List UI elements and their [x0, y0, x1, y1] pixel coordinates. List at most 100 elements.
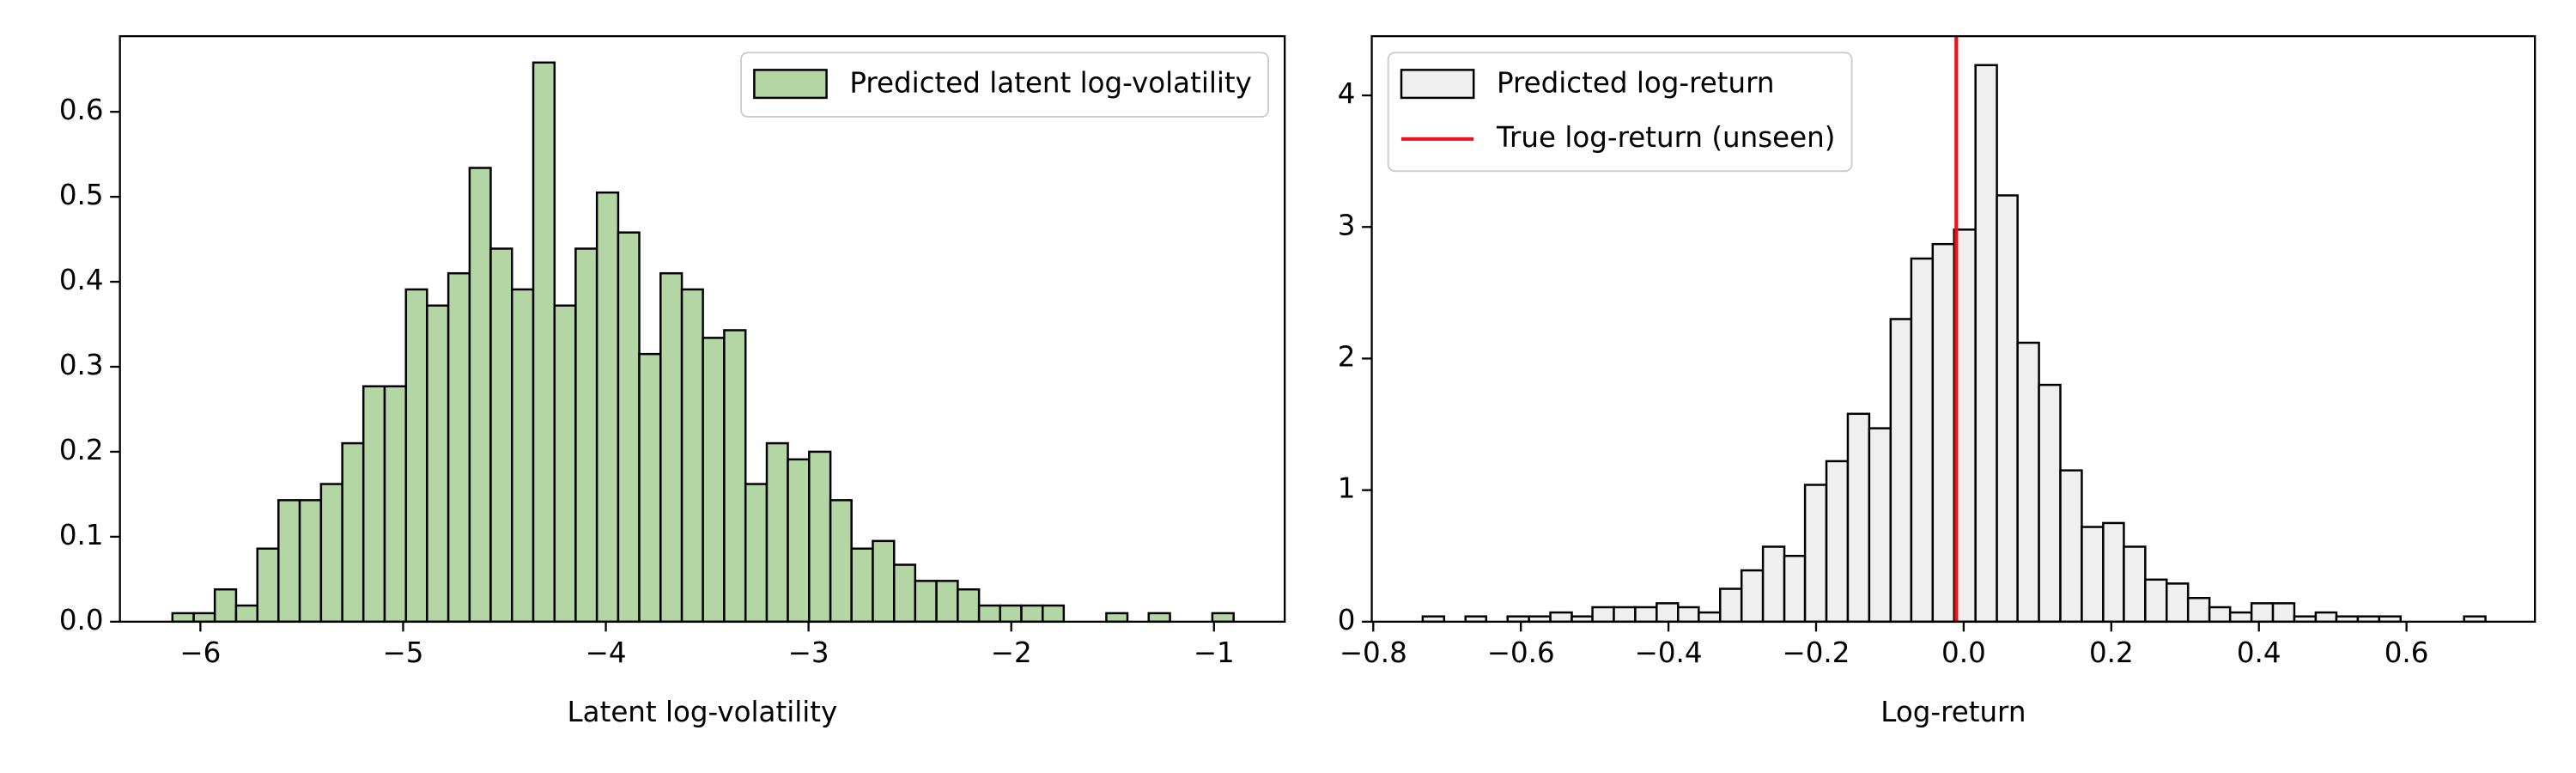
- bar: [489, 247, 513, 624]
- bar: [1677, 606, 1700, 624]
- bar: [808, 450, 832, 624]
- bar: [893, 563, 917, 624]
- bar: [2208, 606, 2232, 624]
- bar: [2144, 578, 2168, 624]
- x-tick-label: 0.2: [2089, 636, 2134, 669]
- bar: [553, 304, 577, 624]
- bar: [1889, 318, 1913, 624]
- bar: [1910, 257, 1935, 624]
- bar: [1211, 612, 1235, 624]
- bar: [2271, 602, 2296, 624]
- y-tick-label: 0.4: [59, 264, 104, 296]
- bar: [2314, 611, 2338, 624]
- x-axis-label: Latent log-volatility: [568, 696, 838, 728]
- bar: [1931, 242, 1955, 624]
- bar: [447, 271, 471, 624]
- bar: [171, 612, 195, 624]
- axes-frame: [1370, 34, 2537, 623]
- bar: [702, 337, 726, 624]
- x-tick-label: 0.6: [2385, 636, 2429, 669]
- bar: [383, 385, 408, 624]
- bar: [1783, 554, 1807, 624]
- bar: [850, 547, 874, 624]
- legend-label: True log-return (unseen): [1496, 121, 1835, 154]
- bar: [1591, 606, 1615, 624]
- legend: Predicted latent log-volatility: [740, 52, 1269, 118]
- bar: [341, 441, 365, 624]
- bar: [2228, 611, 2253, 624]
- y-tick-label: 4: [1338, 77, 1356, 110]
- bar: [1656, 602, 1680, 624]
- bar: [977, 604, 1001, 624]
- bar: [1974, 64, 1998, 624]
- y-tick-label: 0.5: [59, 179, 104, 211]
- bar: [361, 385, 386, 624]
- y-tick-label: 0: [1338, 604, 1356, 636]
- bar: [659, 271, 683, 624]
- bar: [680, 288, 704, 624]
- bar: [404, 288, 428, 624]
- bar: [914, 580, 938, 624]
- bar: [2166, 582, 2190, 624]
- bar: [957, 587, 981, 624]
- bar: [2250, 602, 2275, 624]
- bar: [2016, 341, 2040, 624]
- bar: [935, 580, 959, 624]
- bar: [234, 604, 258, 624]
- panel: −6 −5 −4 −3 −2 −1 0.0 0.1 0.2 0.3 0.4 0.5 0.6 Latent …: [59, 34, 1286, 728]
- bar: [787, 458, 811, 624]
- bar: [617, 231, 641, 624]
- x-tick-label: −4: [586, 636, 627, 669]
- bar: [595, 191, 620, 624]
- bar: [1825, 460, 1850, 624]
- bar: [1105, 612, 1129, 624]
- x-tick-label: 0.0: [1941, 636, 1986, 669]
- bar: [1719, 587, 1743, 624]
- x-tick-label: −0.2: [1783, 636, 1850, 669]
- legend-frame: [1387, 52, 1853, 173]
- y-tick-label: 0.1: [59, 519, 104, 551]
- bar: [744, 483, 769, 624]
- y-tick-label: 2: [1338, 340, 1356, 373]
- x-tick-label: 0.4: [2237, 636, 2281, 669]
- x-tick-label: −3: [788, 636, 829, 669]
- bar: [277, 499, 301, 624]
- bar: [213, 587, 238, 624]
- legend-swatch: [753, 69, 828, 100]
- bar: [1042, 604, 1066, 624]
- bar: [1147, 612, 1171, 624]
- bar: [723, 329, 747, 624]
- axes-frame: [118, 34, 1286, 623]
- bar: [426, 304, 450, 624]
- bar: [2123, 545, 2147, 624]
- x-tick-label: −1: [1194, 636, 1235, 669]
- panel: −0.8 −0.6 −0.4 −0.2 0.0 0.2 0.4 0.6 0 1 2 3 4 Log-ret…: [1338, 34, 2537, 728]
- bar: [2059, 469, 2083, 624]
- bar: [468, 167, 492, 624]
- bar: [1698, 611, 1722, 624]
- x-tick-label: −0.8: [1340, 636, 1407, 669]
- bar: [1996, 194, 2019, 624]
- bar: [298, 499, 323, 624]
- legend-label: Predicted latent log-volatility: [849, 67, 1252, 100]
- bar: [1761, 545, 1786, 624]
- bar: [1740, 569, 1765, 624]
- bar: [574, 247, 598, 624]
- bar: [2186, 597, 2211, 624]
- bar: [1613, 606, 1637, 624]
- x-tick-label: −0.6: [1487, 636, 1555, 669]
- bar: [638, 352, 662, 624]
- bar: [1020, 604, 1044, 624]
- y-tick-label: 0.2: [59, 434, 104, 466]
- bar: [510, 288, 535, 624]
- x-tick-label: −5: [383, 636, 424, 669]
- y-tick-label: 0.6: [59, 94, 104, 126]
- x-tick-label: −2: [991, 636, 1032, 669]
- x-tick-label: −6: [179, 636, 221, 669]
- bar: [256, 547, 280, 624]
- bar: [1634, 606, 1658, 624]
- bar: [1803, 484, 1828, 624]
- bar: [829, 499, 853, 624]
- bar: [999, 604, 1023, 624]
